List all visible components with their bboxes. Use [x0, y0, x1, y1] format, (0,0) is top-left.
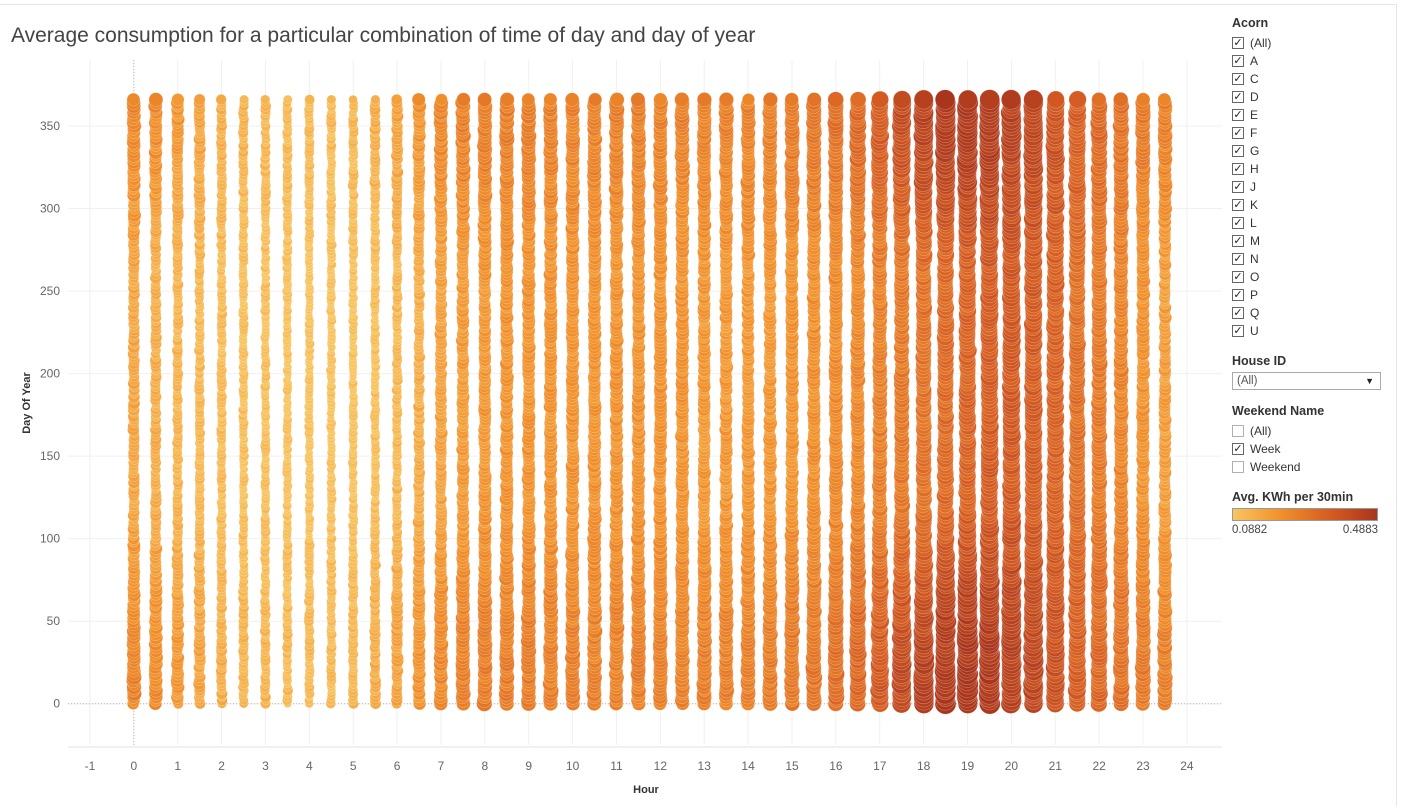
- page-title: Average consumption for a particular com…: [11, 24, 756, 47]
- data-point[interactable]: [348, 94, 358, 105]
- y-tick-label: 250: [40, 284, 60, 298]
- data-point[interactable]: [282, 94, 293, 105]
- x-tick-label: 20: [1005, 759, 1019, 773]
- data-point[interactable]: [674, 92, 690, 108]
- data-point[interactable]: [193, 93, 206, 106]
- x-tick-label: 9: [525, 759, 532, 773]
- data-point[interactable]: [477, 92, 492, 107]
- y-tick-label: 150: [40, 449, 60, 463]
- x-tick-label: 22: [1092, 759, 1106, 773]
- x-tick-label: 19: [961, 759, 975, 773]
- x-tick-label: 24: [1180, 759, 1194, 773]
- dashboard-frame: [0, 4, 1397, 806]
- x-tick-label: 8: [482, 759, 489, 773]
- data-point[interactable]: [435, 93, 448, 106]
- x-tick-label: 11: [610, 759, 623, 773]
- scatter-chart[interactable]: -1 0 1 2 3 4 5 6 7 8 9 10 11 12 13 14 15 16 17 18 19 20 21 22 23…: [0, 0, 1230, 807]
- y-tick-label: 50: [47, 614, 61, 628]
- x-tick-label: 2: [218, 759, 225, 773]
- x-tick-label: 10: [566, 759, 580, 773]
- data-point[interactable]: [609, 92, 625, 107]
- x-tick-label: 4: [306, 759, 313, 773]
- data-point[interactable]: [543, 92, 558, 107]
- x-tick-label: -1: [85, 759, 96, 773]
- data-point[interactable]: [456, 92, 471, 107]
- y-axis-title: Day Of Year: [21, 372, 33, 434]
- y-tick-label: 100: [40, 532, 60, 546]
- data-point[interactable]: [215, 93, 227, 106]
- y-tick-label: 350: [40, 119, 60, 133]
- x-tick-label: 15: [785, 759, 799, 773]
- x-tick-label: 21: [1049, 759, 1063, 773]
- x-tick-label: 6: [394, 759, 401, 773]
- x-tick-label: 12: [654, 759, 668, 773]
- data-point[interactable]: [370, 94, 381, 105]
- x-tick-label: 17: [873, 759, 887, 773]
- data-point[interactable]: [304, 94, 315, 105]
- x-tick-label: 23: [1136, 759, 1150, 773]
- data-point[interactable]: [411, 92, 426, 107]
- x-axis-title: Hour: [633, 784, 659, 796]
- y-tick-label: 300: [40, 202, 60, 216]
- data-point[interactable]: [564, 92, 580, 107]
- x-tick-label: 16: [829, 759, 843, 773]
- x-tick-label: 5: [350, 759, 357, 773]
- data-point[interactable]: [326, 94, 337, 105]
- data-point[interactable]: [126, 92, 141, 107]
- x-tick-label: 1: [174, 759, 181, 773]
- x-tick-label: 3: [262, 759, 269, 773]
- x-tick-label: 0: [130, 759, 137, 773]
- y-tick-label: 200: [40, 367, 60, 381]
- data-point[interactable]: [521, 92, 536, 107]
- data-point[interactable]: [171, 93, 185, 107]
- data-point[interactable]: [239, 94, 249, 105]
- x-tick-label: 7: [438, 759, 445, 773]
- data-point[interactable]: [148, 92, 164, 107]
- x-tick-label: 13: [698, 759, 712, 773]
- x-tick-label: 14: [741, 759, 755, 773]
- data-point[interactable]: [653, 92, 668, 107]
- data-point[interactable]: [499, 92, 515, 107]
- data-point[interactable]: [630, 92, 646, 107]
- x-tick-label: 18: [917, 759, 931, 773]
- data-point[interactable]: [260, 94, 271, 105]
- y-tick-label: 0: [53, 697, 60, 711]
- data-point[interactable]: [391, 93, 403, 106]
- data-point[interactable]: [588, 92, 603, 107]
